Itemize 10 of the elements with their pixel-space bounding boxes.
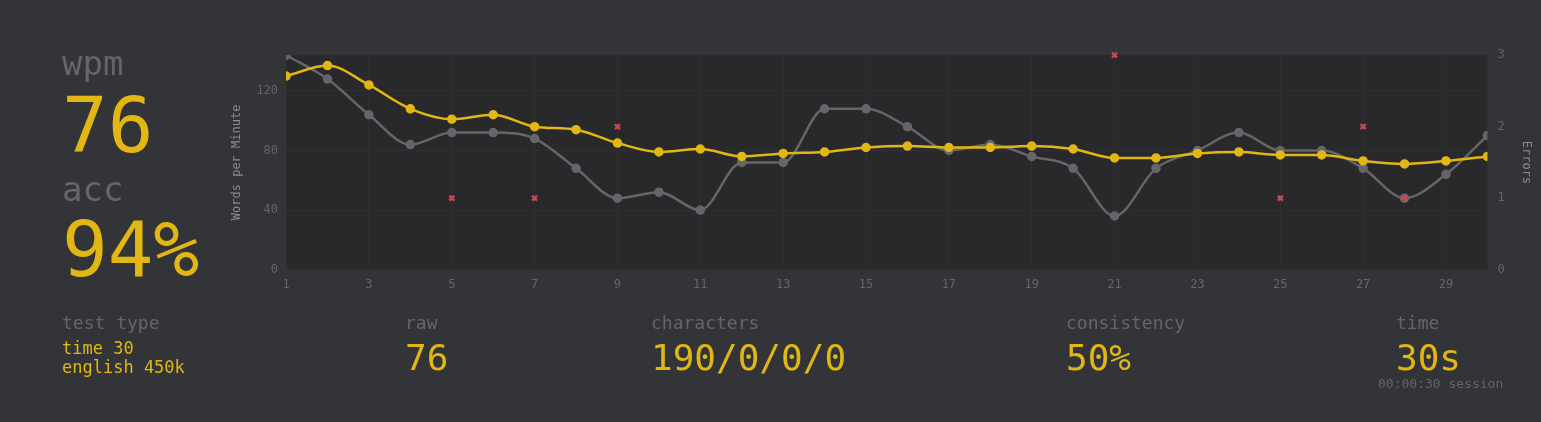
text: 50% — [1066, 337, 1132, 378]
text: 190/0/0/0 — [651, 337, 847, 378]
text: 76 — [405, 337, 449, 378]
y2-axis-title: Errors — [1519, 140, 1534, 185]
text: 94% — [62, 205, 200, 294]
y-axis-title: Words per Minute — [229, 104, 244, 221]
text: time 30 — [62, 338, 134, 358]
text: 76 — [62, 81, 154, 170]
text: english 450k — [62, 357, 185, 377]
text: 30s — [1396, 337, 1462, 378]
